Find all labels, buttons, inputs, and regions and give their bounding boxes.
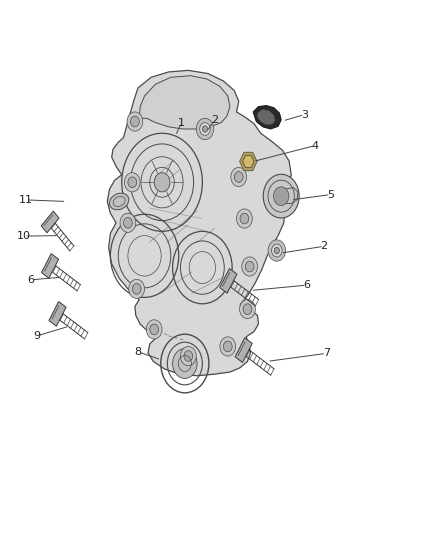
- Circle shape: [240, 213, 249, 224]
- Text: 6: 6: [27, 275, 34, 285]
- Text: 11: 11: [18, 195, 32, 205]
- Circle shape: [242, 257, 258, 276]
- Polygon shape: [258, 109, 275, 125]
- Circle shape: [231, 167, 247, 187]
- Circle shape: [146, 320, 162, 339]
- Circle shape: [243, 304, 252, 314]
- Circle shape: [234, 172, 243, 182]
- Text: 3: 3: [301, 110, 308, 119]
- Polygon shape: [220, 269, 237, 293]
- Polygon shape: [283, 188, 298, 204]
- Text: 6: 6: [303, 280, 310, 290]
- Circle shape: [132, 284, 141, 294]
- Polygon shape: [42, 254, 59, 278]
- Polygon shape: [235, 338, 252, 362]
- Circle shape: [150, 324, 159, 335]
- Text: 9: 9: [34, 331, 41, 341]
- Circle shape: [131, 116, 139, 127]
- Circle shape: [240, 300, 255, 319]
- Circle shape: [173, 349, 197, 378]
- Ellipse shape: [273, 187, 289, 205]
- Circle shape: [196, 118, 214, 140]
- Text: 2: 2: [211, 115, 218, 125]
- Circle shape: [180, 346, 196, 366]
- Circle shape: [223, 341, 232, 352]
- Circle shape: [124, 217, 132, 228]
- Circle shape: [274, 247, 279, 254]
- Circle shape: [268, 240, 286, 261]
- Polygon shape: [253, 106, 281, 129]
- Text: 4: 4: [312, 141, 319, 150]
- Text: 1: 1: [178, 118, 185, 127]
- Circle shape: [127, 112, 143, 131]
- Circle shape: [154, 173, 170, 192]
- Polygon shape: [49, 302, 66, 326]
- Ellipse shape: [110, 193, 129, 210]
- Circle shape: [124, 173, 140, 192]
- Circle shape: [129, 279, 145, 298]
- Text: 10: 10: [17, 231, 31, 241]
- Circle shape: [184, 351, 193, 361]
- Circle shape: [202, 126, 208, 132]
- Text: 5: 5: [327, 190, 334, 199]
- Text: 2: 2: [321, 241, 328, 251]
- Circle shape: [220, 337, 236, 356]
- Circle shape: [128, 177, 137, 188]
- Polygon shape: [240, 152, 257, 171]
- Circle shape: [272, 244, 282, 257]
- Text: 7: 7: [323, 349, 330, 358]
- Text: 8: 8: [134, 347, 141, 357]
- Circle shape: [245, 261, 254, 272]
- Circle shape: [120, 213, 136, 232]
- Ellipse shape: [263, 174, 299, 218]
- Circle shape: [237, 209, 252, 228]
- Circle shape: [200, 123, 210, 135]
- Polygon shape: [41, 211, 59, 233]
- Polygon shape: [139, 76, 230, 129]
- Polygon shape: [107, 70, 291, 376]
- Polygon shape: [243, 156, 254, 167]
